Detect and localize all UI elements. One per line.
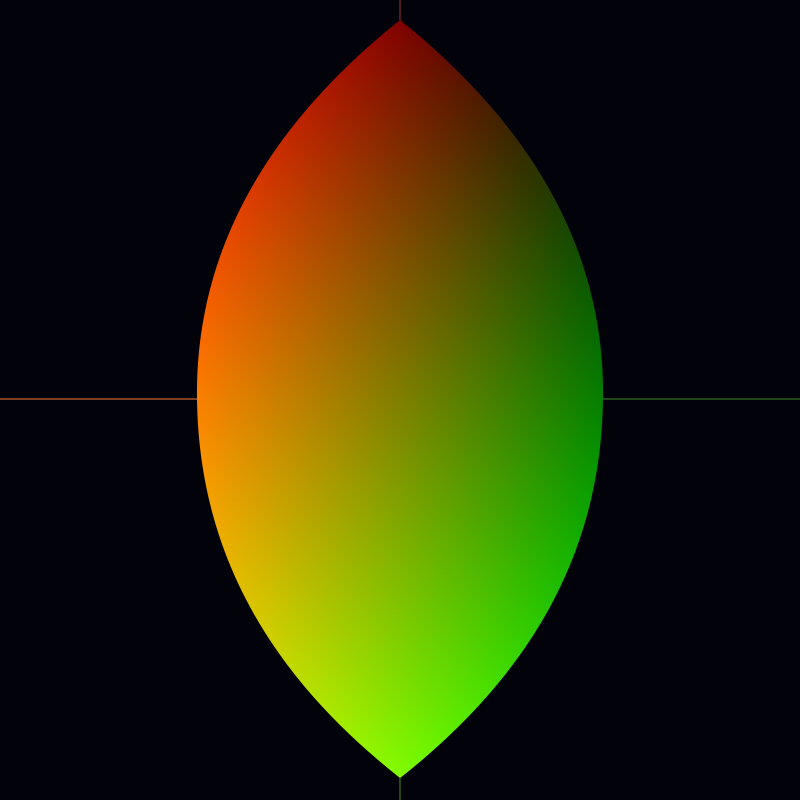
lens-gradient-fill — [196, 20, 604, 778]
lens-shape — [196, 20, 604, 778]
